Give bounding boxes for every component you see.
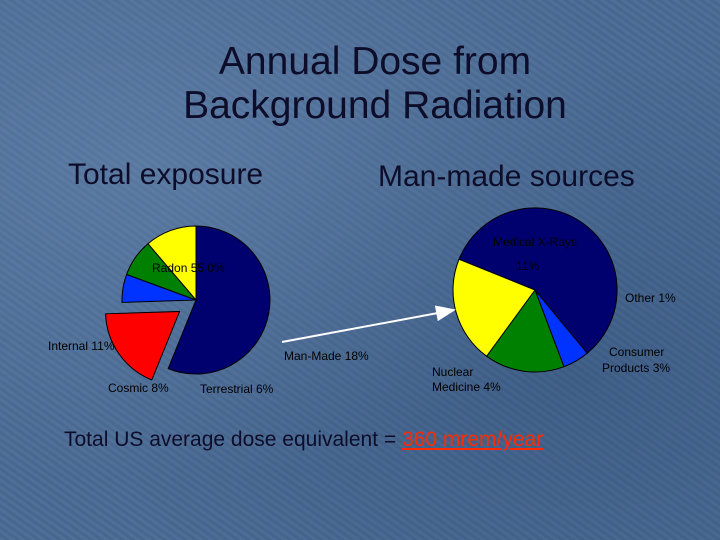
pie-2-value-medical-x-rays: 11% — [516, 259, 539, 273]
pie-2-label-medical-x-rays: Medical X-Rays — [493, 235, 577, 249]
pie-1-label-cosmic-8: Cosmic 8% — [108, 381, 169, 395]
subtitle-total-exposure: Total exposure — [68, 158, 264, 191]
pie-2-slice-consumer-products-3 — [485, 288, 565, 373]
pie-1-label-man-made-18: Man-Made 18% — [284, 349, 369, 363]
pie-1-slice-man-made-18 — [105, 310, 181, 381]
pie-1-label-radon-55-0: Radon 55.0% — [152, 261, 225, 275]
total-dose-text: Total US average dose equivalent = — [64, 428, 402, 451]
total-dose-value: 360 mrem/year — [401, 428, 544, 451]
pie-2-label-consumer-products-3-line-1: Consumer — [609, 345, 664, 359]
subtitle-man-made-sources: Man-made sources — [378, 160, 635, 193]
pie-1-slice-internal-11 — [147, 225, 197, 302]
connector-arrow — [281, 305, 456, 343]
pie-1-label-terrestrial-6: Terrestrial 6% — [200, 382, 274, 396]
slide-title-line-1: Annual Dose from — [218, 40, 532, 83]
pie-2-slice-nuclear-medicine-4 — [452, 258, 536, 357]
pie-1-slice-radon-55-0 — [167, 225, 271, 375]
pie-2-label-nuclear-medicine-4-line-2: Medicine 4% — [432, 380, 501, 394]
pie-2-label-consumer-products-3-line-2: Products 3% — [602, 361, 670, 375]
pie-1-label-internal-11: Internal 11% — [48, 339, 115, 353]
pie-2-label-nuclear-medicine-4-line-1: Nuclear — [432, 365, 473, 379]
slide-title-line-2: Background Radiation — [183, 84, 567, 127]
pie-2-label-other-1: Other 1% — [625, 291, 676, 305]
pie-2-slice-medical-x-rays — [458, 207, 618, 354]
total-dose-statement: Total US average dose equivalent = 360 m… — [64, 428, 543, 452]
